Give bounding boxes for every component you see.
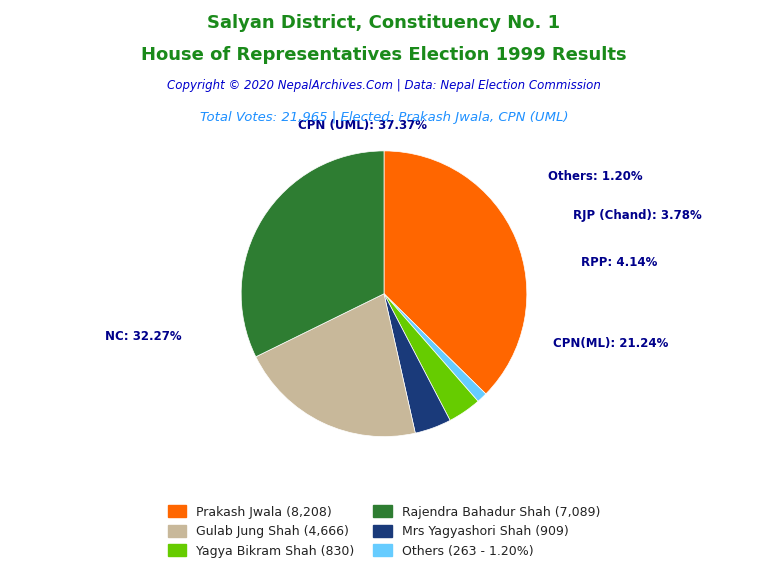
Text: RPP: 4.14%: RPP: 4.14% bbox=[581, 256, 657, 269]
Text: Others: 1.20%: Others: 1.20% bbox=[548, 170, 643, 183]
Text: RJP (Chand): 3.78%: RJP (Chand): 3.78% bbox=[573, 209, 701, 222]
Text: CPN(ML): 21.24%: CPN(ML): 21.24% bbox=[552, 338, 668, 350]
Wedge shape bbox=[256, 294, 415, 437]
Text: CPN (UML): 37.37%: CPN (UML): 37.37% bbox=[298, 119, 427, 132]
Text: NC: 32.27%: NC: 32.27% bbox=[104, 330, 181, 343]
Wedge shape bbox=[384, 151, 527, 394]
Legend: Prakash Jwala (8,208), Gulab Jung Shah (4,666), Yagya Bikram Shah (830), Rajendr: Prakash Jwala (8,208), Gulab Jung Shah (… bbox=[161, 499, 607, 564]
Text: Total Votes: 21,965 | Elected: Prakash Jwala, CPN (UML): Total Votes: 21,965 | Elected: Prakash J… bbox=[200, 111, 568, 124]
Wedge shape bbox=[384, 294, 486, 401]
Wedge shape bbox=[384, 294, 478, 420]
Text: Copyright © 2020 NepalArchives.Com | Data: Nepal Election Commission: Copyright © 2020 NepalArchives.Com | Dat… bbox=[167, 79, 601, 93]
Wedge shape bbox=[241, 151, 384, 357]
Wedge shape bbox=[384, 294, 450, 433]
Text: House of Representatives Election 1999 Results: House of Representatives Election 1999 R… bbox=[141, 46, 627, 64]
Text: Salyan District, Constituency No. 1: Salyan District, Constituency No. 1 bbox=[207, 14, 561, 32]
